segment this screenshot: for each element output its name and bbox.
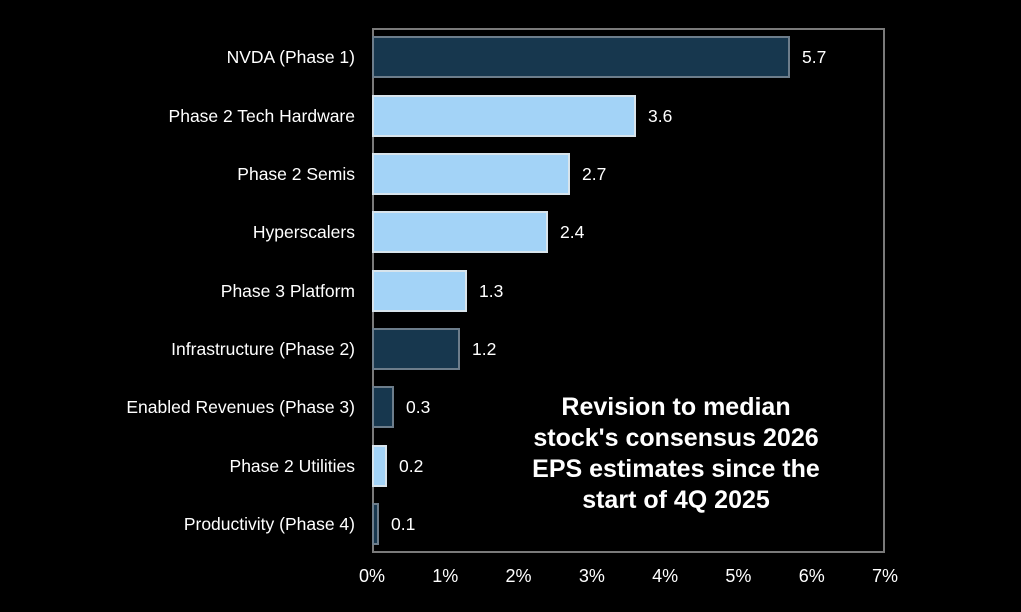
x-tick-label: 3% — [578, 566, 605, 586]
x-tick-label: 1% — [432, 566, 459, 586]
category-label: NVDA (Phase 1) — [226, 47, 355, 68]
category-label: Phase 2 Semis — [237, 163, 355, 184]
bar — [372, 36, 790, 79]
x-tick-label: 7% — [871, 566, 898, 586]
bar — [372, 152, 570, 195]
category-label: Phase 2 Utilities — [229, 455, 355, 476]
bar — [372, 327, 460, 370]
chart-annotation: Revision to median stock's consensus 202… — [441, 392, 911, 516]
value-label: 5.7 — [802, 47, 827, 68]
bar — [372, 386, 394, 429]
value-label: 0.3 — [406, 397, 431, 418]
value-label: 1.2 — [472, 338, 497, 359]
category-label: Enabled Revenues (Phase 3) — [126, 397, 355, 418]
bar — [372, 94, 636, 137]
x-tick-label: 2% — [505, 566, 532, 586]
bar — [372, 269, 467, 312]
annotation-line: start of 4Q 2025 — [582, 486, 770, 514]
x-tick-label: 5% — [725, 566, 752, 586]
value-label: 0.1 — [391, 513, 416, 534]
annotation-line: stock's consensus 2026 — [533, 424, 819, 452]
value-label: 0.2 — [399, 455, 424, 476]
x-tick-label: 4% — [652, 566, 679, 586]
category-label: Hyperscalers — [252, 222, 355, 243]
value-label: 1.3 — [479, 280, 504, 301]
category-label: Infrastructure (Phase 2) — [171, 338, 355, 359]
bar — [372, 444, 387, 487]
value-label: 3.6 — [648, 105, 673, 126]
value-label: 2.4 — [560, 222, 585, 243]
category-label: Phase 2 Tech Hardware — [168, 105, 355, 126]
category-label: Productivity (Phase 4) — [183, 513, 355, 534]
bar — [372, 211, 548, 254]
annotation-line: EPS estimates since the — [532, 455, 820, 483]
annotation-line: Revision to median — [561, 393, 791, 421]
category-label: Phase 3 Platform — [220, 280, 355, 301]
x-tick-label: 0% — [358, 566, 385, 586]
x-tick-label: 6% — [798, 566, 825, 586]
bar — [372, 502, 379, 545]
value-label: 2.7 — [582, 163, 607, 184]
